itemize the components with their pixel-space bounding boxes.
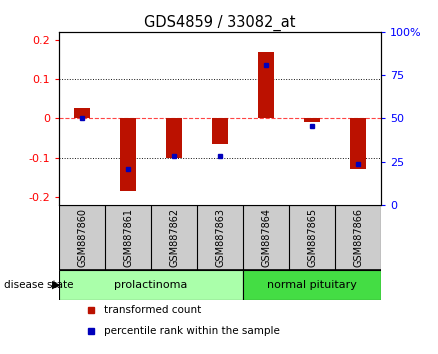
Bar: [212, 118, 228, 144]
Bar: [258, 52, 274, 118]
Text: disease state: disease state: [4, 280, 74, 290]
Text: transformed count: transformed count: [104, 305, 201, 315]
Bar: [120, 118, 136, 191]
Text: percentile rank within the sample: percentile rank within the sample: [104, 326, 280, 336]
Text: GSM887866: GSM887866: [353, 208, 363, 267]
Text: ▶: ▶: [52, 280, 60, 290]
Text: GSM887860: GSM887860: [77, 208, 87, 267]
Title: GDS4859 / 33082_at: GDS4859 / 33082_at: [145, 14, 296, 30]
Bar: [243, 270, 381, 300]
Text: prolactinoma: prolactinoma: [114, 280, 188, 290]
Bar: [350, 118, 366, 170]
Bar: [166, 118, 182, 158]
Text: GSM887865: GSM887865: [307, 207, 317, 267]
Bar: [74, 108, 90, 118]
Bar: [59, 270, 243, 300]
Text: normal pituitary: normal pituitary: [267, 280, 357, 290]
Text: GSM887862: GSM887862: [169, 207, 179, 267]
Text: GSM887861: GSM887861: [123, 208, 133, 267]
Text: GSM887864: GSM887864: [261, 208, 271, 267]
Text: GSM887863: GSM887863: [215, 208, 225, 267]
Bar: [304, 118, 320, 122]
